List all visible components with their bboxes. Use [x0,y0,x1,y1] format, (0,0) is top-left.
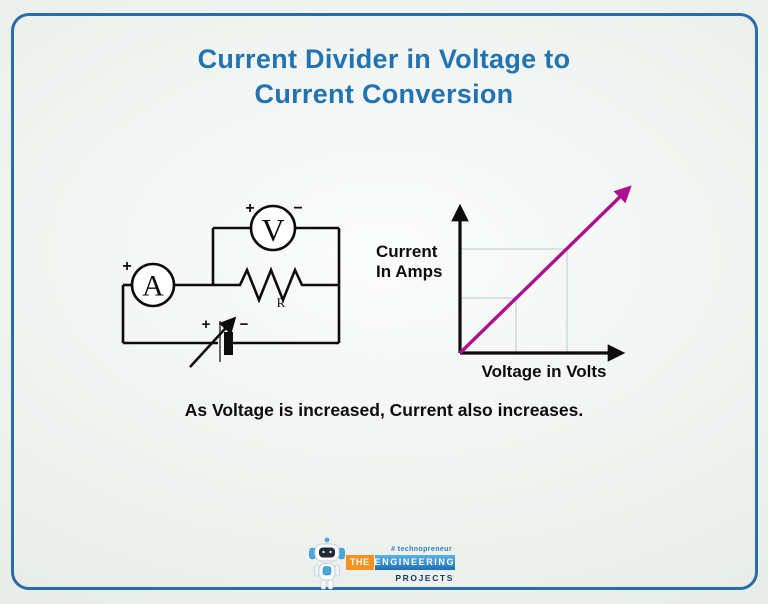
page-title: Current Divider in Voltage to Current Co… [0,42,768,112]
resistor-label: R [277,295,286,310]
caption: As Voltage is increased, Current also in… [184,400,584,420]
brand-word-engineering: ENGINEERING [374,555,456,570]
graph-xlabel: Voltage in Volts [481,362,607,381]
ammeter-plus-sign: + [122,258,131,275]
voltmeter-minus-sign: − [293,200,302,217]
brand-wordmark: THE ENGINEERING [346,555,456,570]
ammeter-icon [130,262,176,308]
brand-tagline: # technopreneur [391,546,452,553]
source-plus-sign: + [202,316,211,333]
circuit-diagram: A + V + − R + − [121,200,341,368]
title-line-2: Current Conversion [254,79,514,109]
graph-ylabel-line1: Current [376,242,438,261]
title-line-1: Current Divider in Voltage to [197,44,571,74]
variable-arrow-icon [189,316,237,368]
voltmeter-plus-sign: + [245,200,254,217]
brand-logo: # technopreneur THE ENGINEERING PROJECTS [346,546,456,583]
robot-mascot-icon [309,537,345,590]
iv-graph [451,185,632,362]
source-minus-sign: − [240,316,249,333]
iv-line [458,185,632,355]
graph-ylabel: Current In Amps [376,242,442,282]
resistor-icon [174,266,339,304]
voltmeter-icon [249,204,297,252]
brand-word-projects: PROJECTS [395,572,454,583]
variable-source-icon [189,316,237,368]
ammeter-label: A [142,270,164,303]
brand-word-the: THE [346,555,374,570]
graph-ylabel-line2: In Amps [376,262,443,281]
circuit-wires [121,226,341,345]
voltmeter-label: V [261,212,284,248]
